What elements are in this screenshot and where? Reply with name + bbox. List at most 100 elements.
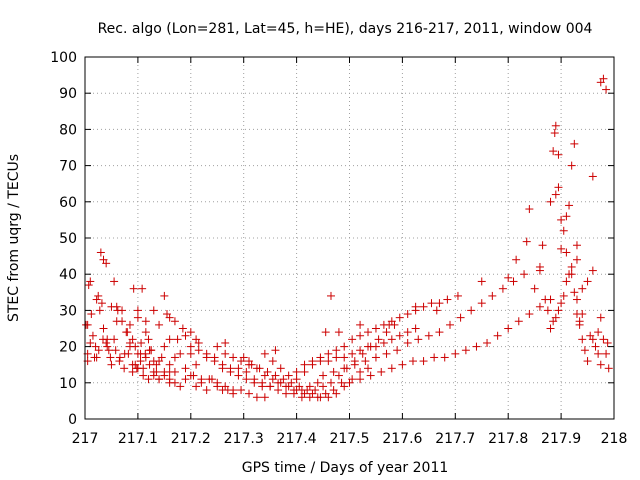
data-point	[131, 342, 140, 351]
data-point	[461, 346, 470, 355]
data-point	[316, 393, 325, 402]
data-point	[334, 328, 343, 337]
data-point	[165, 313, 174, 322]
data-point	[382, 328, 391, 337]
data-point	[356, 346, 365, 355]
data-point	[393, 346, 402, 355]
data-point	[125, 320, 134, 329]
data-point	[356, 375, 365, 384]
data-point	[144, 375, 153, 384]
data-point	[385, 320, 394, 329]
data-point	[87, 310, 96, 319]
y-tick-label: 10	[59, 376, 77, 392]
data-point	[218, 360, 227, 369]
data-point	[263, 367, 272, 376]
data-point	[602, 349, 611, 358]
data-point	[340, 364, 349, 373]
data-point	[364, 342, 373, 351]
data-point	[596, 313, 605, 322]
data-point	[97, 299, 106, 308]
y-tick-labels: 0 10 20 30 40 50 60 70 80 90 100	[50, 50, 77, 428]
data-point	[104, 346, 113, 355]
data-point	[271, 346, 280, 355]
data-point	[596, 78, 605, 87]
data-point	[334, 371, 343, 380]
data-point	[176, 349, 185, 358]
x-tick-label: 217.8	[488, 431, 528, 447]
data-point	[125, 338, 134, 347]
data-point	[192, 335, 201, 344]
data-point	[588, 335, 597, 344]
data-point	[525, 205, 534, 214]
data-point	[543, 306, 552, 315]
data-point	[94, 346, 103, 355]
data-point	[371, 324, 380, 333]
data-point	[348, 335, 357, 344]
data-point	[141, 317, 150, 326]
data-point	[173, 335, 182, 344]
data-point	[282, 389, 291, 398]
data-point	[316, 353, 325, 362]
data-point	[279, 375, 288, 384]
data-point	[541, 295, 550, 304]
data-point	[430, 353, 439, 362]
data-point	[374, 335, 383, 344]
data-point	[210, 353, 219, 362]
data-point	[284, 371, 293, 380]
data-point	[226, 364, 235, 373]
data-point	[124, 349, 133, 358]
data-point	[419, 302, 428, 311]
data-point	[594, 349, 603, 358]
data-point	[271, 371, 280, 380]
data-point	[123, 328, 132, 337]
data-point	[440, 353, 449, 362]
data-point	[112, 302, 121, 311]
data-point	[559, 226, 568, 235]
data-point	[483, 338, 492, 347]
data-point	[181, 375, 190, 384]
data-point	[562, 212, 571, 221]
data-point	[84, 281, 93, 290]
data-point	[591, 342, 600, 351]
data-point	[570, 288, 579, 297]
data-point	[141, 353, 150, 362]
data-point	[213, 378, 222, 387]
data-point	[152, 360, 161, 369]
data-point	[324, 393, 333, 402]
data-point	[427, 299, 436, 308]
data-point	[274, 386, 283, 395]
data-point	[535, 266, 544, 275]
data-point	[514, 317, 523, 326]
grid-lines	[85, 57, 614, 419]
data-point	[107, 360, 116, 369]
data-point	[229, 386, 238, 395]
data-point	[242, 367, 251, 376]
x-tick-labels: 217 217.1 217.2 217.3 217.4 217.5 217.6 217.7 21…	[72, 431, 628, 447]
data-point	[371, 342, 380, 351]
data-point	[588, 266, 597, 275]
data-point	[443, 295, 452, 304]
data-point	[244, 389, 253, 398]
data-point	[295, 382, 304, 391]
data-point	[578, 335, 587, 344]
data-point	[266, 382, 275, 391]
y-tick-label: 30	[59, 303, 77, 319]
x-axis-label: GPS time / Days of year 2011	[242, 460, 449, 476]
data-point	[91, 342, 100, 351]
data-point	[424, 331, 433, 340]
data-point	[103, 342, 112, 351]
data-point	[137, 338, 146, 347]
data-point	[326, 291, 335, 300]
data-point	[557, 215, 566, 224]
data-point	[300, 367, 309, 376]
data-point	[435, 299, 444, 308]
data-point	[181, 331, 190, 340]
data-point	[504, 273, 513, 282]
data-point	[147, 346, 156, 355]
data-point	[92, 295, 101, 304]
x-tick-label: 217.4	[277, 431, 317, 447]
y-tick-label: 60	[59, 195, 77, 211]
x-tick-label: 217	[72, 431, 99, 447]
data-point	[599, 335, 608, 344]
data-point	[414, 335, 423, 344]
